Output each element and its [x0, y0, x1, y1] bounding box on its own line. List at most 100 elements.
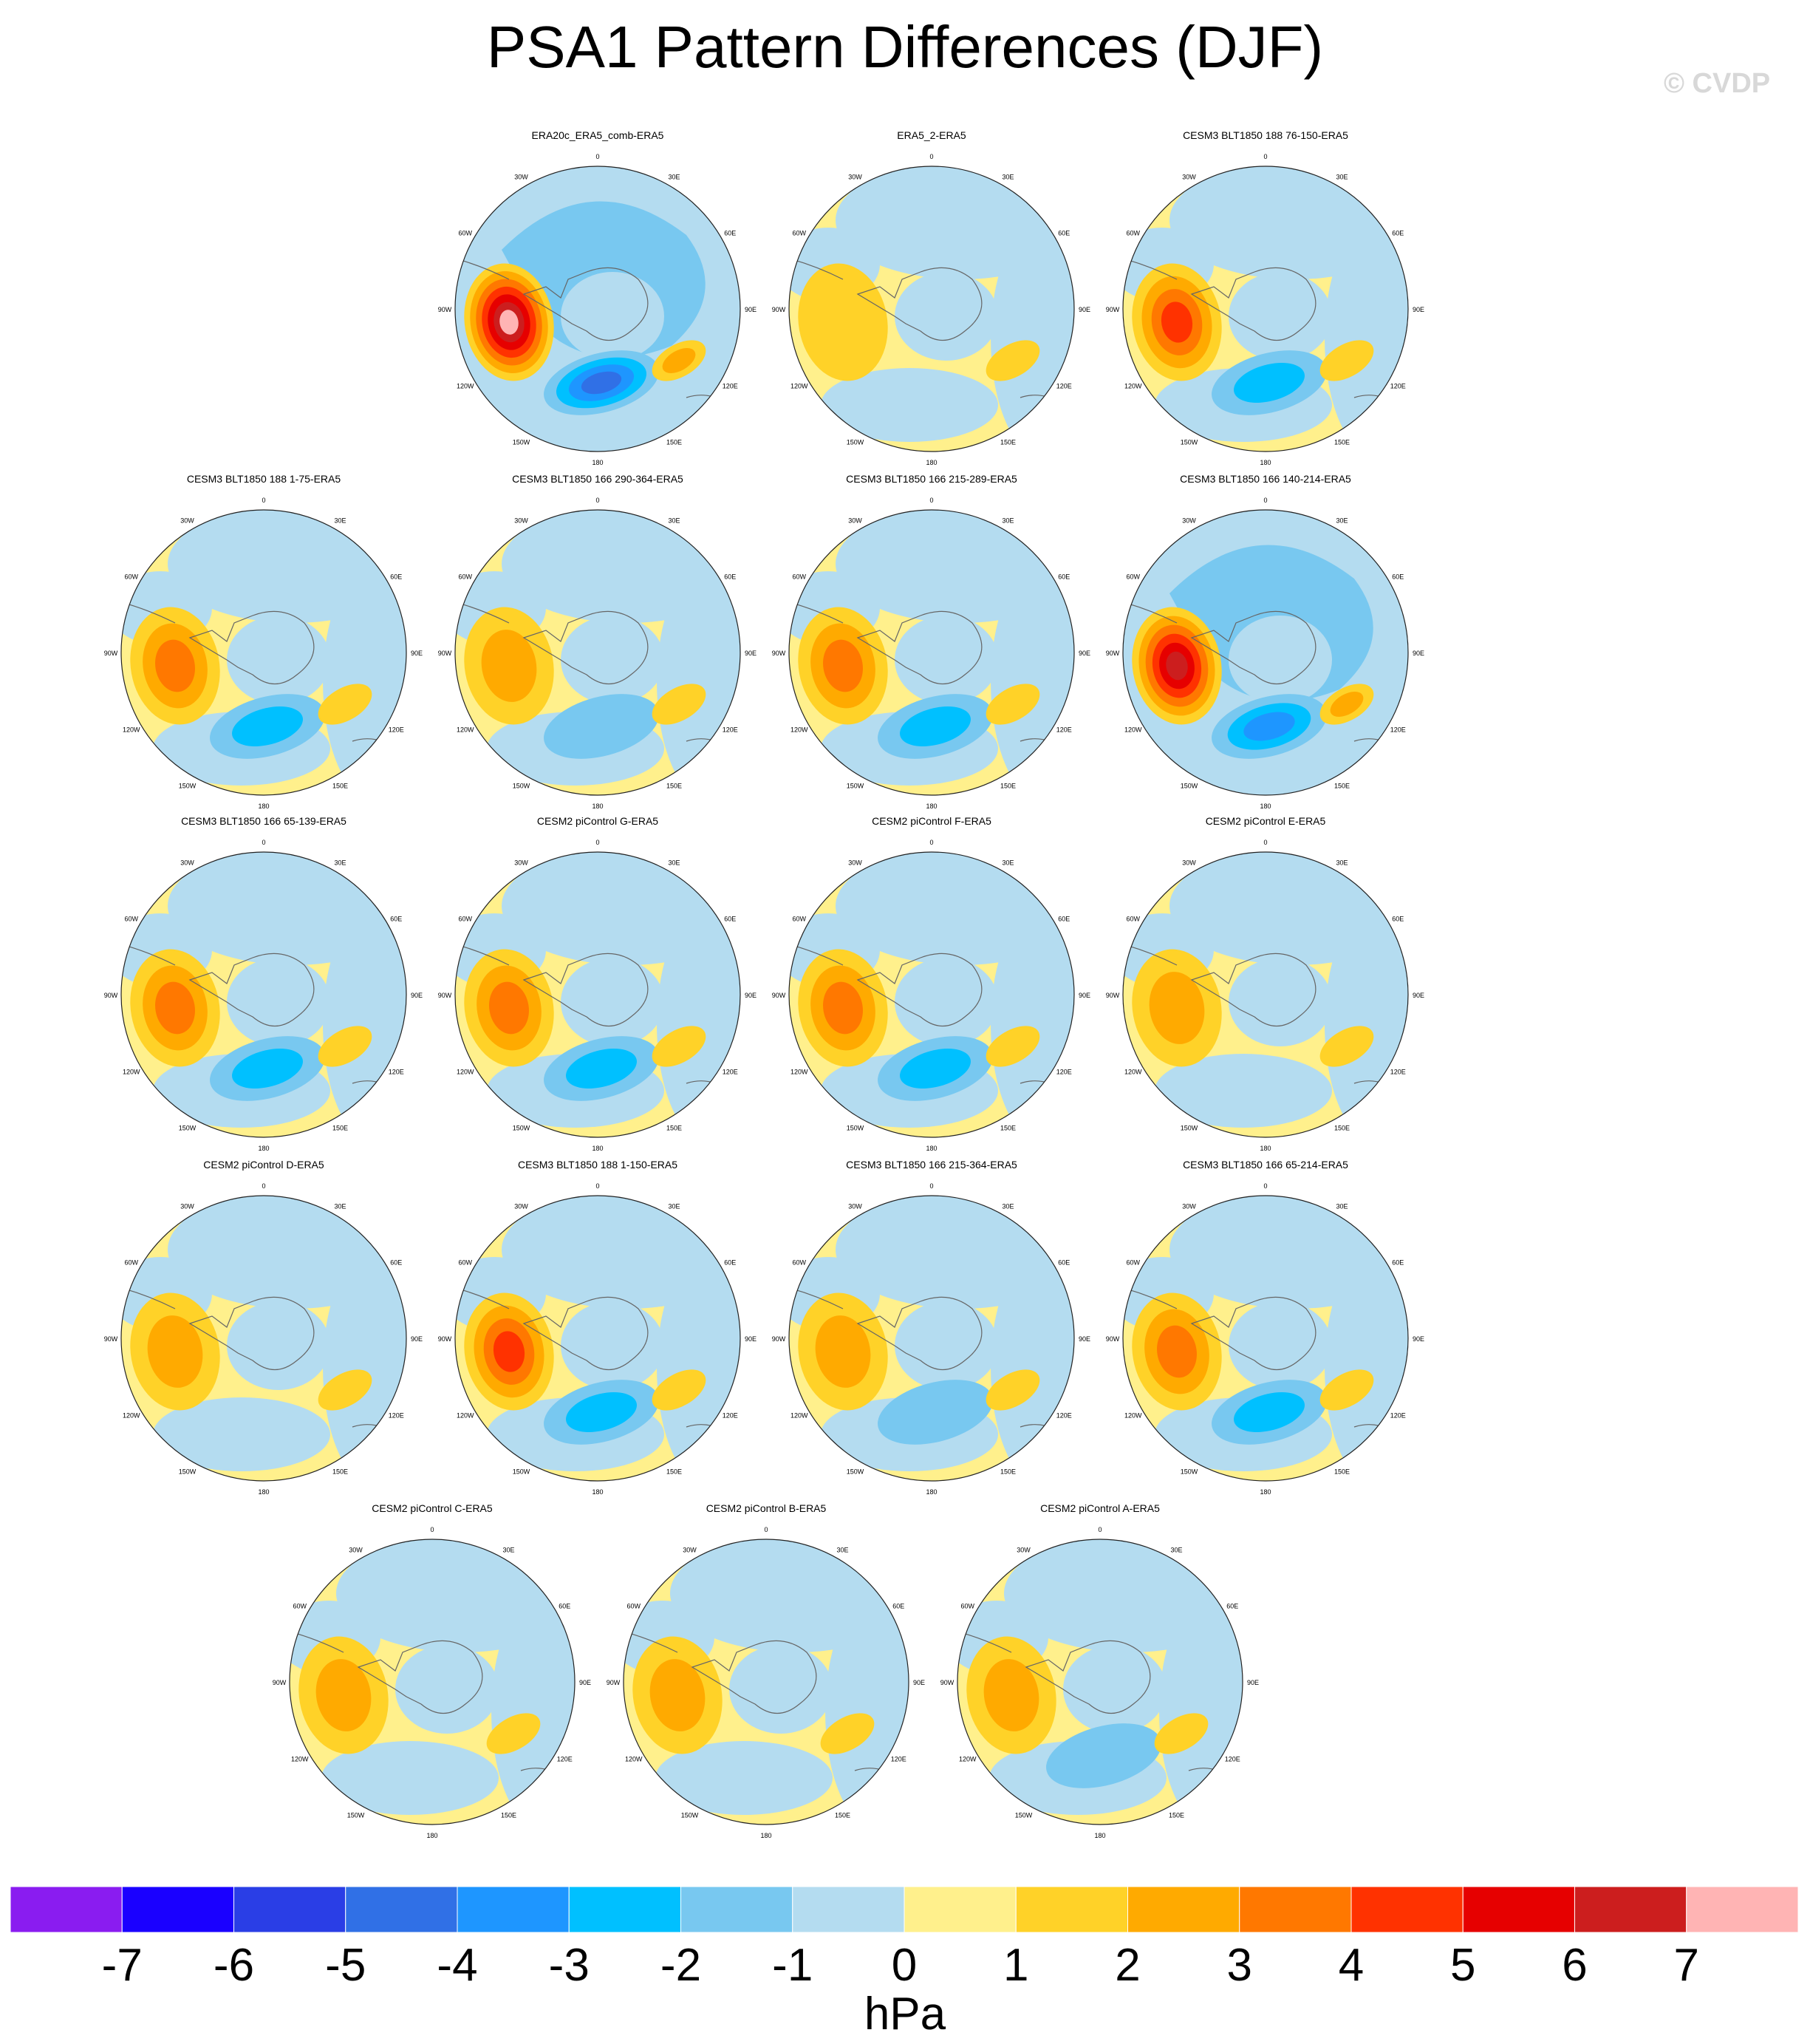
- lon-label: 150E: [332, 1468, 348, 1475]
- lon-label: 150E: [501, 1811, 516, 1819]
- lon-label: 90E: [411, 650, 423, 657]
- lon-label: 60E: [1058, 1259, 1070, 1267]
- lon-label: 60W: [293, 1603, 307, 1610]
- lon-label: 150W: [347, 1811, 365, 1819]
- lon-label: 60E: [1058, 230, 1070, 237]
- lon-label: 120E: [557, 1756, 573, 1763]
- lon-label: 90W: [772, 992, 786, 999]
- lon-label: 150E: [666, 1468, 682, 1475]
- lon-label: 30W: [349, 1547, 363, 1554]
- lon-label: 30W: [514, 859, 528, 867]
- lon-label: 0: [262, 497, 265, 504]
- colorbar-swatch: [10, 1887, 123, 1932]
- lon-label: 180: [592, 803, 603, 810]
- lon-label: 30E: [1002, 517, 1014, 525]
- colorbar-tick-label: 2: [1115, 1940, 1141, 1991]
- lon-label: 60W: [124, 1259, 138, 1267]
- lon-label: 90W: [438, 650, 452, 657]
- panel-title: CESM2 piControl A-ERA5: [1040, 1502, 1160, 1514]
- lon-label: 90E: [745, 1335, 757, 1343]
- polar-map: 0 30E 60E 90E 120E 150E 180 150W 120W 90W 60W 30W: [438, 497, 757, 810]
- map-panel: CESM3 BLT1850 188 76-150-ERA5 0 30E 60E 90E 1…: [1103, 129, 1428, 477]
- polar-map: 0 30E 60E 90E 120E 150E 180 150W 120W 90W 60W 30W: [104, 1182, 423, 1496]
- lon-label: 60W: [960, 1603, 974, 1610]
- lon-label: 150E: [1169, 1811, 1184, 1819]
- lon-label: 30W: [180, 1203, 194, 1210]
- lon-label: 120E: [1390, 726, 1406, 734]
- lon-label: 150W: [847, 1468, 864, 1475]
- lon-label: 120W: [457, 383, 474, 390]
- lon-label: 120W: [959, 1756, 977, 1763]
- map-panel: CESM3 BLT1850 166 290-364-ERA5 0 30E 60E 90E…: [435, 473, 760, 820]
- lon-label: 120W: [790, 1412, 808, 1420]
- lon-label: 150W: [1181, 1468, 1198, 1475]
- lon-label: 90W: [1106, 306, 1120, 313]
- lon-label: 30E: [1336, 1203, 1348, 1210]
- lon-label: 120W: [457, 1412, 474, 1420]
- page-title: PSA1 Pattern Differences (DJF): [486, 14, 1324, 80]
- lon-label: 120E: [1056, 726, 1072, 734]
- lon-label: 30W: [848, 517, 862, 525]
- lon-label: 30W: [1182, 859, 1196, 867]
- lon-label: 150E: [332, 782, 348, 789]
- lon-label: 90W: [104, 1335, 118, 1343]
- colorbar-tick-label: -3: [548, 1940, 590, 1991]
- lon-label: 120E: [723, 1069, 738, 1076]
- lon-label: 0: [430, 1526, 434, 1533]
- colorbar-swatch: [568, 1887, 681, 1932]
- lon-label: 30E: [1002, 1203, 1014, 1210]
- lon-label: 30W: [514, 174, 528, 181]
- polar-map: 0 30E 60E 90E 120E 150E 180 150W 120W 90W 60W 30W: [772, 497, 1090, 810]
- lon-label: 120W: [790, 1069, 808, 1076]
- lon-label: 30E: [668, 517, 680, 525]
- lon-label: 150W: [847, 782, 864, 789]
- lon-label: 150W: [681, 1811, 699, 1819]
- colorbar-swatch: [345, 1887, 458, 1932]
- lon-label: 150E: [1334, 1468, 1350, 1475]
- colorbar-tick-label: -1: [772, 1940, 813, 1991]
- lon-label: 90W: [273, 1679, 287, 1686]
- colorbar-swatch: [1127, 1887, 1240, 1932]
- colorbar-tick-label: -7: [101, 1940, 143, 1991]
- panel-title: CESM2 piControl G-ERA5: [536, 815, 659, 827]
- lon-label: 30E: [334, 1203, 346, 1210]
- colorbar-tick-label: -5: [325, 1940, 366, 1991]
- lon-label: 90W: [1106, 650, 1120, 657]
- lon-label: 0: [595, 839, 599, 846]
- lon-label: 30E: [1336, 517, 1348, 525]
- lon-label: 90W: [104, 992, 118, 999]
- lon-label: 60W: [1126, 1259, 1140, 1267]
- lon-label: 180: [926, 459, 937, 466]
- panel-title: ERA5_2-ERA5: [897, 129, 966, 141]
- lon-label: 120W: [123, 1069, 140, 1076]
- lon-label: 0: [1263, 839, 1267, 846]
- lon-label: 60E: [1392, 916, 1404, 923]
- lon-label: 180: [592, 1488, 603, 1496]
- lon-label: 120E: [723, 726, 738, 734]
- lon-label: 0: [262, 839, 265, 846]
- lon-label: 60E: [892, 1603, 904, 1610]
- lon-label: 90E: [411, 1335, 423, 1343]
- map-panel: CESM3 BLT1850 166 215-364-ERA5 0 30E 60E 90E…: [769, 1159, 1094, 1506]
- map-panel: ERA20c_ERA5_comb-ERA5 0 30E 60E 90E 120E 150E 1…: [435, 129, 760, 477]
- lon-label: 120W: [1124, 1069, 1142, 1076]
- map-panel: CESM3 BLT1850 166 65-139-ERA5 0 30E 60E 90E 1…: [101, 815, 426, 1162]
- lon-label: 90W: [1106, 992, 1120, 999]
- lon-label: 120E: [389, 726, 404, 734]
- lon-label: 0: [1263, 153, 1267, 160]
- lon-label: 60W: [1126, 916, 1140, 923]
- lon-label: 180: [258, 1488, 269, 1496]
- lon-label: 60E: [724, 573, 736, 581]
- lon-label: 150W: [513, 782, 530, 789]
- lon-label: 30E: [1002, 174, 1014, 181]
- colorbar-tick-label: 0: [891, 1940, 918, 1991]
- lon-label: 60E: [390, 1259, 402, 1267]
- lon-label: 120W: [1124, 383, 1142, 390]
- lon-label: 0: [262, 1182, 265, 1190]
- map-panel: CESM2 piControl B-ERA5 0 30E 60E 90E 120E 150E…: [604, 1502, 929, 1850]
- lon-label: 60E: [1058, 916, 1070, 923]
- lon-label: 90E: [913, 1679, 925, 1686]
- lon-label: 0: [595, 1182, 599, 1190]
- lon-label: 150E: [1000, 438, 1016, 446]
- lon-label: 90E: [745, 992, 757, 999]
